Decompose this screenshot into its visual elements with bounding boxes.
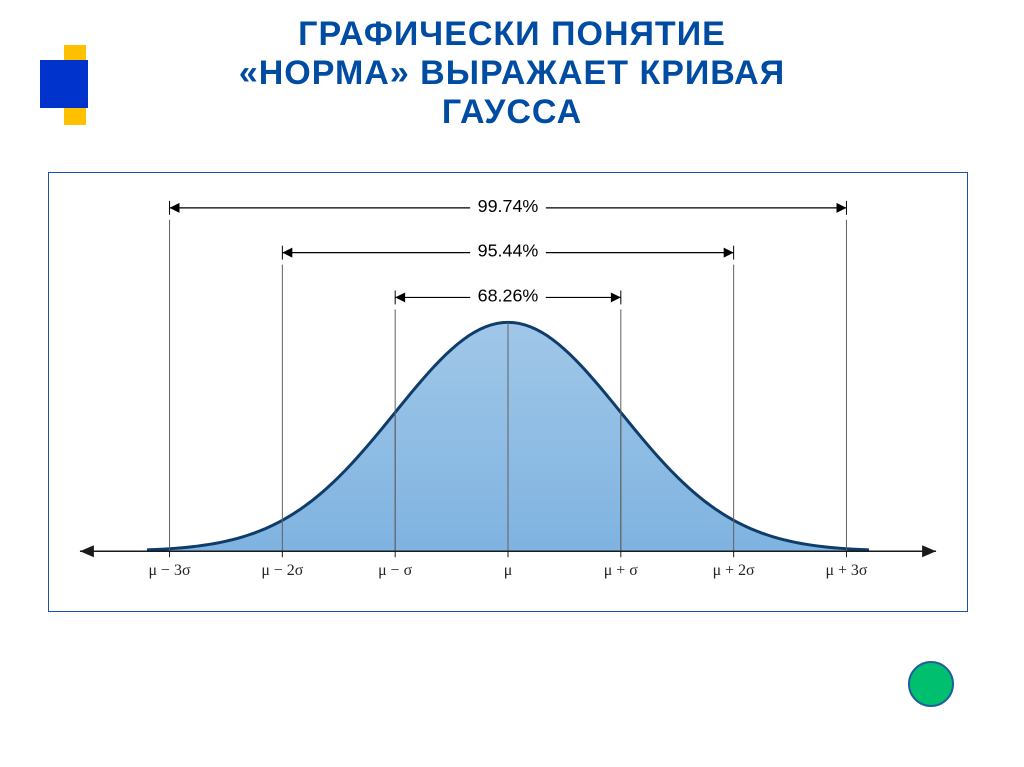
svg-text:μ − 2σ: μ − 2σ	[261, 562, 303, 579]
gauss-svg: μ − 3σ μ − 2σ μ − σ μ μ + σ μ + 2σ μ + 3σ 68.26…	[49, 173, 967, 611]
svg-text:68.26%: 68.26%	[478, 285, 539, 305]
svg-text:μ − 3σ: μ − 3σ	[149, 562, 191, 579]
svg-text:μ + 2σ: μ + 2σ	[713, 562, 755, 579]
title-line1: ГРАФИЧЕСКИ ПОНЯТИЕ	[298, 15, 726, 53]
svg-text:μ − σ: μ − σ	[378, 562, 412, 579]
svg-text:μ + 3σ: μ + 3σ	[825, 562, 867, 579]
svg-text:μ + σ: μ + σ	[604, 562, 638, 579]
svg-text:95.44%: 95.44%	[478, 241, 539, 261]
title-line3: ГАУССА	[442, 93, 582, 131]
green-dot-icon	[908, 661, 954, 707]
svg-text:99.74%: 99.74%	[478, 196, 539, 216]
page-title: ГРАФИЧЕСКИ ПОНЯТИЕ «НОРМА» ВЫРАЖАЕТ КРИВ…	[0, 15, 1024, 132]
svg-text:μ: μ	[504, 562, 513, 579]
gauss-chart: μ − 3σ μ − 2σ μ − σ μ μ + σ μ + 2σ μ + 3σ 68.26…	[48, 172, 968, 612]
title-line2: «НОРМА» ВЫРАЖАЕТ КРИВАЯ	[239, 54, 785, 92]
